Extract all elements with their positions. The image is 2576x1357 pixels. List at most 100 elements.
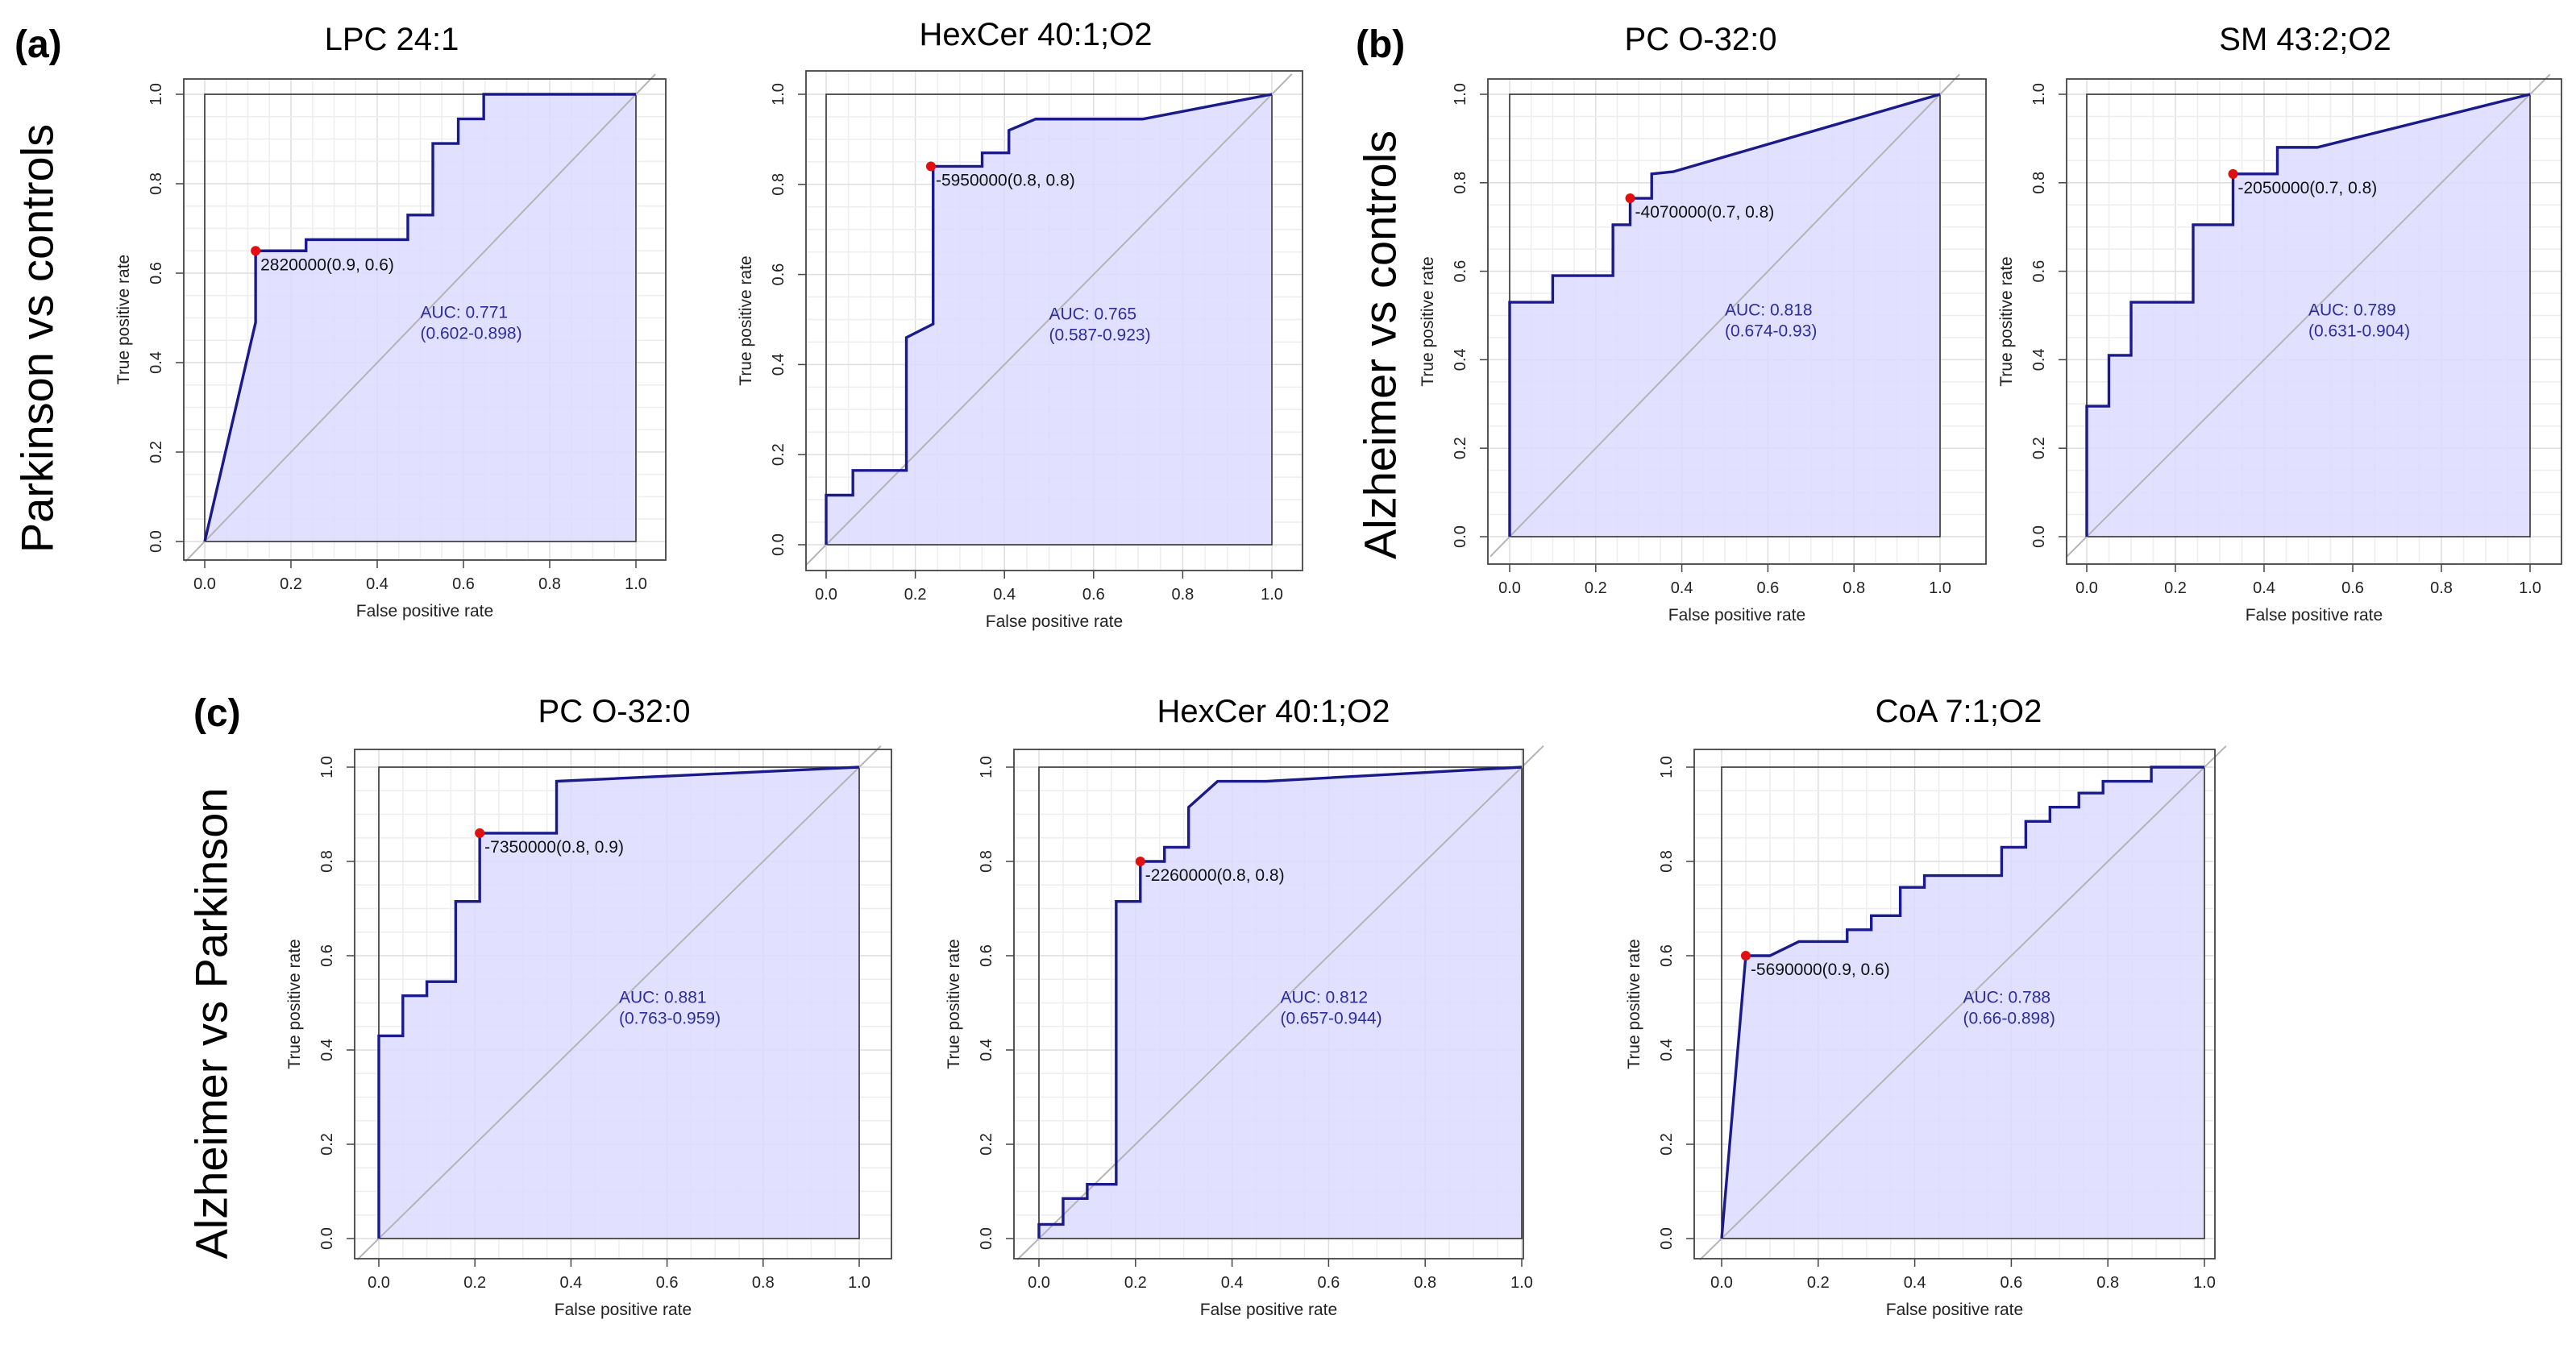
roc-chart-1: LPC 24:1 0.0 0.0 0.2 0.2 0.4 0.4 0.6 0.6 0.8 0.8 1.… bbox=[114, 22, 667, 620]
x-tick-label: 0.0 bbox=[368, 1274, 390, 1292]
plot-frame bbox=[354, 749, 892, 1259]
y-tick-label: 0.4 bbox=[147, 351, 165, 374]
roc-curve bbox=[1037, 766, 1523, 1239]
y-tick-label: 0.0 bbox=[318, 1227, 336, 1250]
roc-curve bbox=[377, 766, 860, 1239]
x-tick-label: 1.0 bbox=[848, 1274, 870, 1292]
x-tick-label: 0.2 bbox=[1807, 1274, 1830, 1292]
chart-title: HexCer 40:1;O2 bbox=[1157, 694, 1390, 729]
x-tick-label: 0.2 bbox=[463, 1274, 486, 1292]
auc-ci-label: (0.674-0.93) bbox=[1725, 322, 1817, 341]
x-tick-label: 0.0 bbox=[1498, 579, 1521, 597]
x-axis-label: False positive rate bbox=[356, 602, 493, 620]
x-tick-label: 0.0 bbox=[2075, 579, 2098, 597]
y-tick-label: 1.0 bbox=[2030, 83, 2048, 106]
auc-ci-label: (0.657-0.944) bbox=[1281, 1010, 1382, 1028]
unit-square bbox=[378, 766, 860, 1239]
y-tick-label: 0.6 bbox=[2030, 260, 2048, 283]
y-axis-label: True positive rate bbox=[737, 255, 755, 385]
auc-label: AUC: 0.788 bbox=[1963, 989, 2051, 1007]
threshold-label: -4070000(0.7, 0.8) bbox=[1635, 203, 1775, 222]
x-tick-label: 0.4 bbox=[366, 575, 388, 593]
x-tick-label: 0.8 bbox=[1414, 1274, 1436, 1292]
roc-chart-5: PC O-32:0 0.0 0.0 0.2 0.2 0.4 0.4 0.6 0.6 0.8 0.8 1… bbox=[285, 694, 892, 1319]
y-tick-label: 0.2 bbox=[770, 443, 787, 466]
y-axis-label: True positive rate bbox=[1625, 939, 1643, 1069]
threshold-label: -5950000(0.8, 0.8) bbox=[936, 171, 1075, 189]
x-tick-label: 0.6 bbox=[1317, 1274, 1340, 1292]
chart-title: HexCer 40:1;O2 bbox=[919, 17, 1152, 52]
plot-frame bbox=[183, 78, 667, 561]
y-tick-label: 0.6 bbox=[1452, 260, 1469, 283]
roc-curve bbox=[203, 93, 636, 542]
auc-label: AUC: 0.765 bbox=[1049, 305, 1137, 324]
x-tick-label: 0.0 bbox=[1710, 1274, 1733, 1292]
x-tick-label: 0.0 bbox=[815, 586, 837, 604]
x-tick-label: 0.6 bbox=[2341, 579, 2364, 597]
x-tick-label: 0.8 bbox=[1171, 586, 1194, 604]
y-tick-label: 0.6 bbox=[318, 944, 336, 967]
roc-curve bbox=[2085, 93, 2531, 537]
x-tick-label: 0.4 bbox=[2253, 579, 2275, 597]
y-tick-label: 0.2 bbox=[1658, 1133, 1676, 1156]
x-tick-label: 0.2 bbox=[1124, 1274, 1147, 1292]
y-tick-label: 0.4 bbox=[978, 1039, 995, 1061]
plot-frame bbox=[1013, 749, 1524, 1259]
x-tick-label: 0.6 bbox=[1082, 586, 1105, 604]
y-tick-label: 0.0 bbox=[978, 1227, 995, 1250]
x-tick-label: 0.4 bbox=[993, 586, 1016, 604]
x-tick-label: 1.0 bbox=[2193, 1274, 2216, 1292]
x-tick-label: 0.4 bbox=[1904, 1274, 1926, 1292]
y-tick-label: 0.2 bbox=[147, 441, 165, 463]
y-tick-label: 1.0 bbox=[147, 83, 165, 106]
y-tick-label: 0.4 bbox=[318, 1039, 336, 1061]
y-axis-label: True positive rate bbox=[1419, 256, 1437, 386]
chart-title: SM 43:2;O2 bbox=[2219, 22, 2391, 57]
y-tick-label: 0.8 bbox=[978, 850, 995, 873]
y-tick-label: 0.4 bbox=[770, 353, 787, 376]
x-tick-label: 1.0 bbox=[1510, 1274, 1533, 1292]
x-tick-label: 0.6 bbox=[656, 1274, 679, 1292]
roc-curve bbox=[1720, 766, 2204, 1239]
best-threshold-point bbox=[1135, 857, 1145, 866]
unit-square bbox=[1721, 766, 2205, 1239]
y-tick-label: 0.2 bbox=[978, 1133, 995, 1156]
x-tick-label: 1.0 bbox=[625, 575, 647, 593]
diagonal-reference-line bbox=[2066, 73, 2551, 558]
best-threshold-point bbox=[251, 246, 261, 256]
y-tick-label: 1.0 bbox=[318, 756, 336, 778]
roc-chart-4: SM 43:2;O2 0.0 0.0 0.2 0.2 0.4 0.4 0.6 0.6 0.8 0.8… bbox=[1997, 22, 2562, 625]
y-tick-label: 0.6 bbox=[978, 944, 995, 967]
diagonal-reference-line bbox=[1016, 745, 1544, 1261]
y-axis-label: True positive rate bbox=[114, 255, 133, 384]
x-tick-label: 0.8 bbox=[752, 1274, 775, 1292]
x-axis-label: False positive rate bbox=[555, 1301, 692, 1319]
y-tick-label: 0.6 bbox=[1658, 944, 1676, 967]
y-tick-label: 1.0 bbox=[1658, 756, 1676, 778]
chart-title: PC O-32:0 bbox=[1625, 22, 1777, 57]
x-tick-label: 0.2 bbox=[904, 586, 927, 604]
plot-frame bbox=[1487, 78, 1987, 565]
y-axis-label: True positive rate bbox=[945, 939, 963, 1069]
y-axis-label: True positive rate bbox=[1997, 256, 2016, 386]
best-threshold-point bbox=[475, 828, 485, 838]
y-tick-label: 0.6 bbox=[770, 264, 787, 286]
x-tick-label: 1.0 bbox=[1261, 586, 1283, 604]
x-tick-label: 0.8 bbox=[538, 575, 561, 593]
x-tick-label: 0.2 bbox=[280, 575, 302, 593]
threshold-label: -5690000(0.9, 0.6) bbox=[1751, 961, 1890, 979]
threshold-label: -2050000(0.7, 0.8) bbox=[2238, 179, 2378, 197]
auc-label: AUC: 0.789 bbox=[2308, 301, 2396, 320]
threshold-label: -2260000(0.8, 0.8) bbox=[1145, 866, 1285, 885]
x-axis-label: False positive rate bbox=[1200, 1301, 1337, 1319]
x-tick-label: 0.4 bbox=[1671, 579, 1693, 597]
diagonal-reference-line bbox=[1699, 745, 2227, 1261]
x-axis-label: False positive rate bbox=[1668, 606, 1805, 625]
x-tick-label: 0.0 bbox=[193, 575, 216, 593]
y-axis-label: True positive rate bbox=[285, 939, 304, 1069]
y-tick-label: 1.0 bbox=[770, 83, 787, 106]
unit-square bbox=[1038, 766, 1523, 1239]
panel-letter-b: (b) bbox=[1356, 23, 1406, 66]
x-tick-label: 0.8 bbox=[2430, 579, 2453, 597]
